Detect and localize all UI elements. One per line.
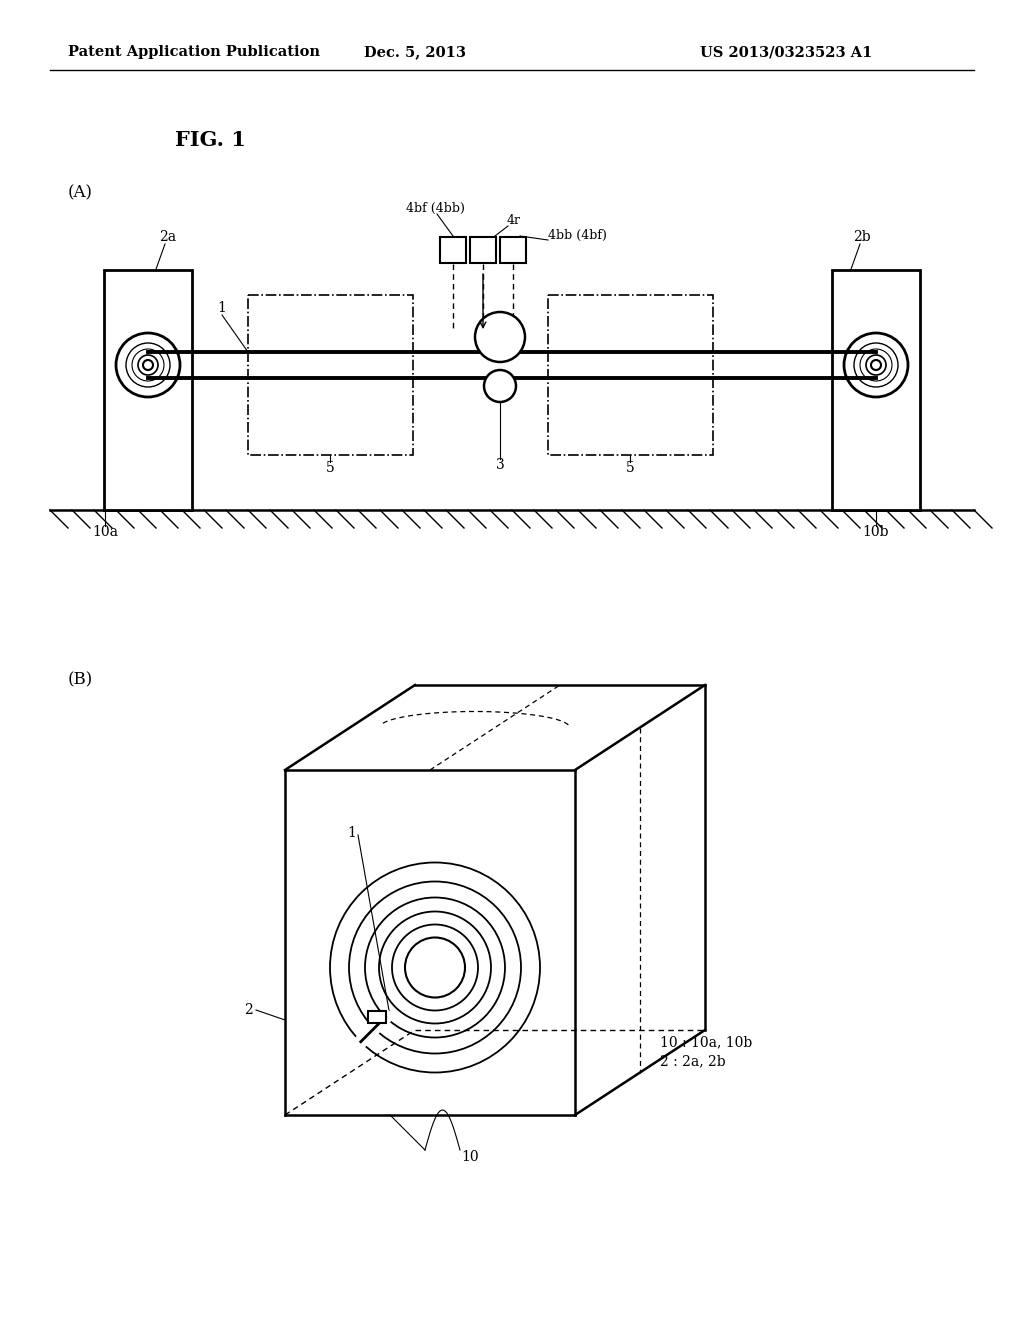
Bar [104,271,193,510]
Text: 2a: 2a [160,230,176,244]
Bar [440,238,466,263]
Text: 4bf (4bb): 4bf (4bb) [406,202,465,214]
Bar [548,294,713,455]
Text: 10 : 10a, 10b
2 : 2a, 2b: 10 : 10a, 10b 2 : 2a, 2b [660,1035,753,1068]
Text: 5: 5 [626,461,635,475]
Text: 2b: 2b [853,230,870,244]
Text: 1: 1 [217,301,226,315]
Text: 4bb (4bf): 4bb (4bf) [548,228,607,242]
Bar [500,238,526,263]
Text: 3: 3 [496,458,505,473]
Circle shape [871,360,881,370]
Circle shape [484,370,516,403]
Text: 10b: 10b [863,525,889,539]
Text: (B): (B) [68,672,93,689]
Text: US 2013/0323523 A1: US 2013/0323523 A1 [700,45,872,59]
Text: 5: 5 [326,461,335,475]
Bar [248,294,413,455]
Text: Dec. 5, 2013: Dec. 5, 2013 [364,45,466,59]
Bar [470,238,496,263]
Circle shape [143,360,153,370]
Text: 10a: 10a [92,525,118,539]
Circle shape [475,312,525,362]
Text: 2: 2 [244,1003,252,1016]
Text: 1: 1 [347,826,356,840]
Text: 10: 10 [461,1150,479,1164]
Text: (A): (A) [68,185,93,202]
Bar [368,1011,385,1023]
Text: 4r: 4r [507,214,521,227]
Text: FIG. 1: FIG. 1 [175,129,246,150]
Circle shape [406,937,465,998]
Bar [831,271,920,510]
Text: Patent Application Publication: Patent Application Publication [68,45,319,59]
